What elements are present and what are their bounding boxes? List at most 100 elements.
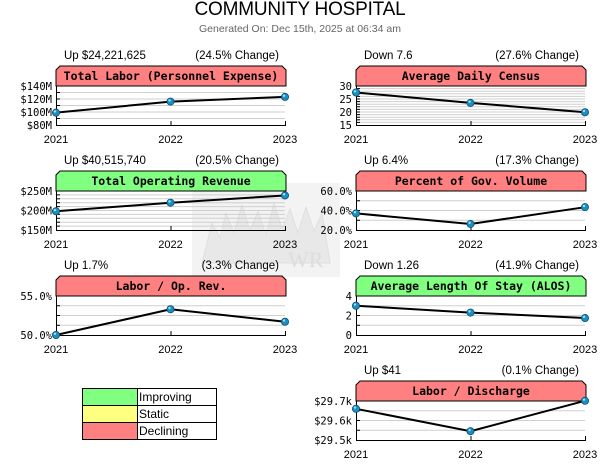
data-point-highlight [53, 110, 57, 113]
x-tick-label: 2023 [573, 449, 597, 461]
generated-timestamp: Generated On: Dec 15th, 2025 at 06:34 am [199, 23, 401, 35]
chart-total-operating-revenue: Up $40,515,740 (20.5% Change) Total Operat… [0, 150, 300, 255]
data-point-2021 [352, 404, 361, 413]
x-tick-label: 2023 [273, 344, 297, 356]
delta-text: Down 1.26 [364, 260, 419, 272]
x-tick-label: 2021 [344, 344, 368, 356]
x-tick-label: 2022 [158, 344, 182, 356]
chart-svg: Up 1.7% (3.3% Change) Labor / Op. Rev. 50.0… [20, 260, 297, 356]
data-point-2023 [580, 203, 589, 212]
data-point-2023 [280, 317, 289, 326]
data-point-2021 [352, 301, 361, 310]
data-point-2022 [466, 98, 475, 107]
data-point-2023 [580, 314, 589, 323]
delta-text: Down 7.6 [364, 50, 413, 62]
data-point-highlight [353, 90, 357, 93]
x-tick-label: 2021 [344, 134, 368, 146]
chart-title: Labor / Op. Rev. [116, 279, 227, 293]
y-tick-label: 4 [346, 291, 352, 303]
y-tick-label: $29.6k [314, 416, 353, 428]
y-tick-label: 20 [339, 107, 352, 119]
chart-title: Total Labor (Personnel Expense) [64, 69, 279, 83]
data-point-highlight [168, 200, 171, 203]
data-point-2021 [52, 331, 61, 340]
y-tick-label: 50.0% [20, 330, 52, 342]
y-tick-label: 55.0% [20, 291, 52, 303]
chart-alos: Down 1.26 (41.9% Change) Average Length Of… [300, 255, 600, 360]
data-point-highlight [168, 306, 171, 310]
legend-swatch-static [82, 405, 138, 423]
data-point-2021 [52, 108, 61, 117]
legend-label-improving: Improving [137, 388, 217, 406]
x-tick-label: 2023 [273, 134, 297, 146]
data-point-2022 [166, 305, 175, 314]
data-point-2023 [280, 92, 289, 101]
delta-text: Up 6.4% [364, 155, 408, 167]
change-text: (3.3% Change) [202, 260, 280, 272]
chart-labor-op-rev: Up 1.7% (3.3% Change) Labor / Op. Rev. 50.0… [0, 255, 300, 360]
chart-title: Average Length Of Stay (ALOS) [371, 279, 572, 293]
data-point-2021 [352, 209, 361, 218]
svg-text:WR: WR [288, 247, 324, 272]
y-tick-label: $80M [27, 120, 52, 132]
y-tick-label: $140M [20, 81, 52, 93]
y-tick-label: $100M [20, 107, 52, 119]
x-tick-label: 2023 [573, 134, 597, 146]
y-tick-label: $150M [20, 225, 52, 237]
chart-header-bar [355, 275, 587, 297]
data-point-2022 [466, 427, 475, 436]
y-tick-label: 15 [339, 120, 352, 132]
data-point-highlight [468, 221, 471, 224]
legend-label-declining: Declining [137, 422, 217, 440]
data-point-highlight [582, 398, 586, 401]
data-point-highlight [282, 319, 286, 322]
data-point-highlight [282, 94, 286, 97]
delta-text: Up $24,221,625 [64, 50, 146, 62]
x-tick-label: 2022 [458, 344, 482, 356]
legend-label-static: Static [137, 405, 217, 423]
data-point-2022 [466, 219, 475, 228]
chart-title: Percent of Gov. Volume [395, 174, 547, 188]
legend-row-static: Static [82, 405, 217, 423]
status-legend: Improving Static Declining [82, 388, 217, 440]
chart-header-bar [55, 65, 287, 87]
legend-swatch-declining [82, 422, 138, 440]
y-tick-label: 30 [339, 81, 352, 93]
data-point-2022 [166, 198, 175, 207]
y-tick-label: $29.7k [314, 396, 353, 408]
data-point-highlight [353, 303, 357, 306]
x-tick-label: 2023 [273, 239, 297, 251]
legend-swatch-improving [82, 388, 138, 406]
data-point-highlight [53, 332, 57, 335]
data-point-2023 [580, 396, 589, 405]
y-tick-label: $250M [20, 186, 52, 198]
chart-average-daily-census: Down 7.6 (27.6% Change) Average Daily Cens… [300, 45, 600, 150]
x-tick-label: 2022 [458, 134, 482, 146]
chart-svg: Up $41 (0.1% Change) Labor / Discharge $29.… [314, 365, 597, 461]
legend-row-improving: Improving [82, 388, 217, 406]
x-tick-label: 2021 [344, 449, 368, 461]
x-tick-label: 2022 [158, 134, 182, 146]
data-point-highlight [282, 193, 286, 196]
page-title: COMMUNITY HOSPITAL [194, 0, 406, 20]
delta-text: Up 1.7% [64, 260, 108, 272]
x-tick-label: 2022 [458, 449, 482, 461]
data-point-2021 [352, 88, 361, 97]
change-text: (24.5% Change) [195, 50, 279, 62]
change-text: (41.9% Change) [495, 260, 579, 272]
x-tick-label: 2022 [458, 239, 482, 251]
chart-percent-gov-volume: Up 6.4% (17.3% Change) Percent of Gov. Vol… [300, 150, 600, 255]
data-point-highlight [468, 428, 471, 432]
chart-header-bar [55, 275, 287, 297]
data-point-highlight [168, 99, 171, 102]
y-tick-label: 60.0% [320, 186, 352, 198]
data-point-highlight [582, 315, 586, 319]
change-text: (17.3% Change) [495, 155, 579, 167]
data-point-2023 [280, 191, 289, 200]
x-tick-label: 2021 [44, 239, 68, 251]
chart-svg: Up $24,221,625 (24.5% Change) Total Labor … [20, 50, 297, 146]
y-tick-label: 2 [346, 311, 352, 323]
chart-title: Average Daily Census [402, 69, 540, 83]
data-point-2021 [52, 207, 61, 216]
chart-svg: Up $40,515,740 (20.5% Change) Total Operat… [20, 155, 297, 251]
